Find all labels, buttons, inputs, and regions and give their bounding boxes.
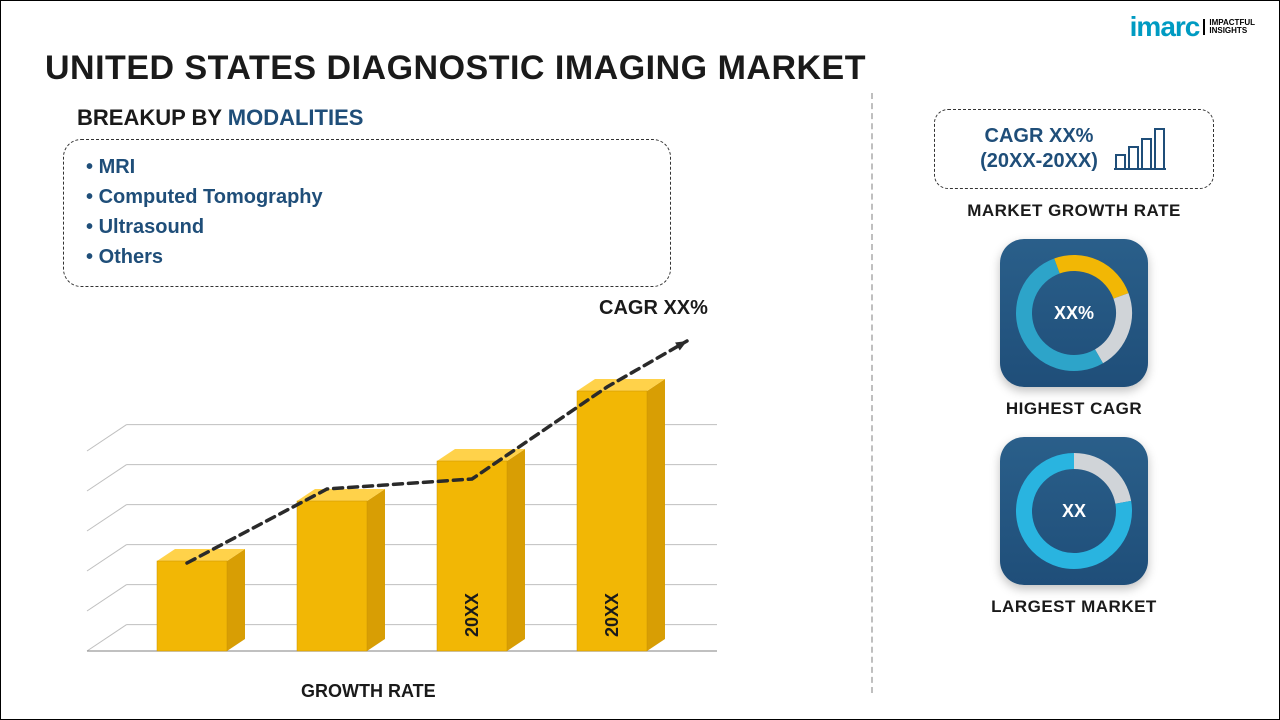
svg-text:20XX: 20XX bbox=[462, 593, 482, 637]
list-item: MRI bbox=[86, 152, 648, 182]
breakup-accent: MODALITIES bbox=[228, 105, 364, 130]
donut-center-value: XX bbox=[1062, 501, 1086, 522]
list-item: Computed Tomography bbox=[86, 182, 648, 212]
list-item: Ultrasound bbox=[86, 212, 648, 242]
breakup-heading: BREAKUP BY MODALITIES bbox=[77, 105, 363, 131]
modalities-list-box: MRI Computed Tomography Ultrasound Other… bbox=[63, 139, 671, 287]
list-item: Others bbox=[86, 242, 648, 272]
side-panel: CAGR XX% (20XX-20XX) MARKET GROWTH RATE … bbox=[899, 109, 1249, 617]
brand-logo: imarc IMPACTFUL INSIGHTS bbox=[1130, 11, 1255, 43]
chart-x-axis-label: GROWTH RATE bbox=[301, 681, 436, 702]
logo-tagline: IMPACTFUL INSIGHTS bbox=[1203, 19, 1255, 35]
svg-text:20XX: 20XX bbox=[602, 593, 622, 637]
highest-cagr-tile: XX% bbox=[1000, 239, 1148, 387]
logo-text: imarc bbox=[1130, 11, 1200, 43]
bar-chart-icon bbox=[1112, 125, 1168, 173]
highest-cagr-label: HIGHEST CAGR bbox=[899, 399, 1249, 419]
page-title: UNITED STATES DIAGNOSTIC IMAGING MARKET bbox=[45, 49, 866, 88]
breakup-prefix: BREAKUP BY bbox=[77, 105, 228, 130]
market-growth-rate-label: MARKET GROWTH RATE bbox=[899, 201, 1249, 221]
largest-market-tile: XX bbox=[1000, 437, 1148, 585]
growth-rate-chart: 20XX 20XX bbox=[77, 311, 737, 661]
cagr-summary-card: CAGR XX% (20XX-20XX) bbox=[934, 109, 1214, 189]
donut-center-value: XX% bbox=[1054, 303, 1094, 324]
vertical-divider bbox=[871, 93, 873, 693]
largest-market-label: LARGEST MARKET bbox=[899, 597, 1249, 617]
cagr-card-text: CAGR XX% (20XX-20XX) bbox=[980, 124, 1098, 174]
modalities-list: MRI Computed Tomography Ultrasound Other… bbox=[86, 152, 648, 272]
